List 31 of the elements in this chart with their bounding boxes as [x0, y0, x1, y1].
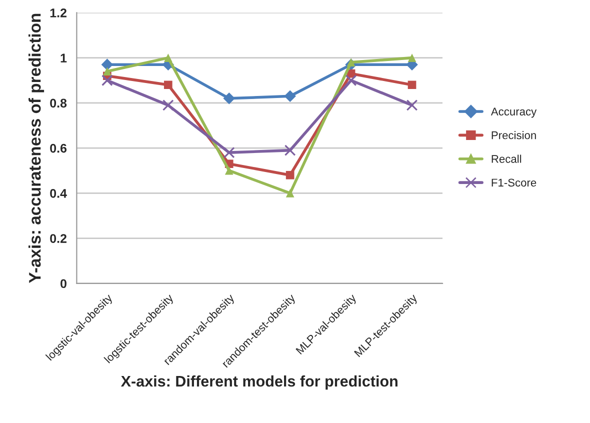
point: [224, 166, 234, 175]
point: [346, 58, 356, 66]
point: [408, 80, 416, 90]
legend-label: Accuracy: [490, 108, 537, 118]
point: [162, 99, 174, 111]
y-tick-label: 0.4: [50, 188, 67, 198]
legend-label: Recall: [492, 154, 522, 163]
y-tick-label: 0: [60, 279, 66, 288]
point: [164, 80, 172, 90]
y-axis-title: Y-axis: accurateness of prediction: [28, 14, 44, 283]
legend-label: F1-Score: [492, 178, 536, 187]
point: [103, 67, 112, 76]
point: [345, 74, 357, 86]
y-tick-label: 0.8: [50, 98, 67, 108]
legend-label: Precision: [492, 131, 536, 140]
point: [101, 58, 114, 70]
point: [284, 90, 296, 102]
point: [223, 92, 236, 104]
point: [101, 74, 113, 86]
point: [223, 146, 235, 158]
point: [286, 170, 294, 180]
point: [164, 54, 172, 62]
point: [406, 99, 418, 111]
x-axis-title: X-axis: Different models for prediction: [120, 375, 398, 390]
y-tick-label: 0.2: [50, 234, 66, 243]
point: [408, 54, 416, 62]
y-tick-label: 0.6: [50, 144, 67, 153]
point: [286, 189, 294, 198]
point: [284, 144, 296, 156]
y-tick-label: 1.2: [50, 8, 66, 18]
y-tick-label: 1: [60, 54, 67, 62]
